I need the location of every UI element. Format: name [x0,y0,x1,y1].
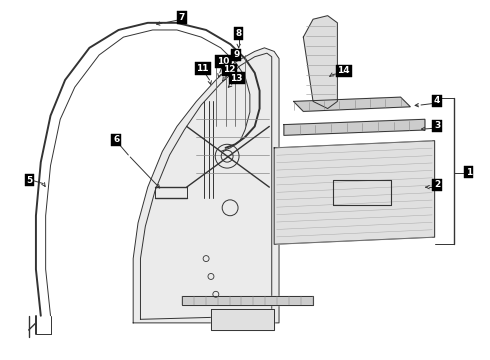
Polygon shape [274,141,435,244]
Polygon shape [133,48,279,323]
Text: 6: 6 [113,135,119,144]
Text: 5: 5 [26,176,33,185]
Text: 8: 8 [236,29,242,38]
Text: 9: 9 [233,50,240,59]
Text: 10: 10 [217,57,229,66]
Polygon shape [294,97,410,111]
Text: 1: 1 [466,168,472,177]
Text: 12: 12 [223,66,236,75]
Polygon shape [211,309,274,330]
Text: 7: 7 [178,13,185,22]
Text: 3: 3 [434,121,440,130]
Text: 11: 11 [196,64,209,73]
Polygon shape [284,119,425,135]
Text: 2: 2 [434,180,440,189]
Polygon shape [182,296,313,305]
Text: 14: 14 [338,66,350,75]
Text: 13: 13 [230,74,243,83]
Text: 4: 4 [434,96,440,105]
Polygon shape [303,16,338,109]
